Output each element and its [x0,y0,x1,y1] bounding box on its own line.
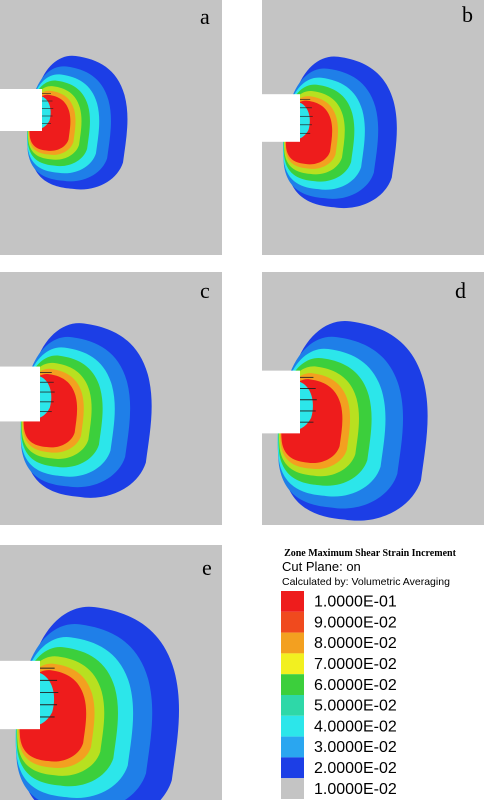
legend-swatch [281,611,304,633]
legend-swatch [281,674,304,695]
legend-title: Zone Maximum Shear Strain Increment [284,548,457,559]
panel-label: d [455,278,466,303]
panel-label: b [462,2,473,27]
legend-swatch [281,653,304,675]
legend-swatch [281,757,304,779]
panel-e: e [0,545,222,800]
legend-cut-plane: Cut Plane: on [282,559,361,574]
panel-label: c [200,278,210,303]
panel-label: e [202,555,212,580]
panel-b: b [262,0,484,255]
panel-c: c [0,272,222,525]
legend-label: 2.0000E-02 [314,760,397,777]
legend-label: 1.0000E-01 [314,594,397,611]
legend-method: Calculated by: Volumetric Averaging [282,576,450,588]
legend-swatch [281,632,304,654]
legend-label: 7.0000E-02 [314,656,397,673]
legend-swatch [281,715,304,737]
legend-label: 4.0000E-02 [314,718,397,735]
legend-label: 5.0000E-02 [314,698,397,715]
panel-d: d [262,272,484,525]
legend-label: 9.0000E-02 [314,614,397,631]
legend-label: 6.0000E-02 [314,677,397,694]
legend-swatch [281,695,304,716]
panel-a: a [0,0,222,255]
legend-swatch [281,736,304,758]
panel-label: a [200,4,210,29]
legend-swatch [281,778,304,799]
legend-label: 8.0000E-02 [314,635,397,652]
legend-swatch [281,591,304,612]
legend-label: 1.0000E-02 [314,781,397,798]
legend: Zone Maximum Shear Strain Increment Cut … [281,548,457,799]
legend-label: 3.0000E-02 [314,739,397,756]
